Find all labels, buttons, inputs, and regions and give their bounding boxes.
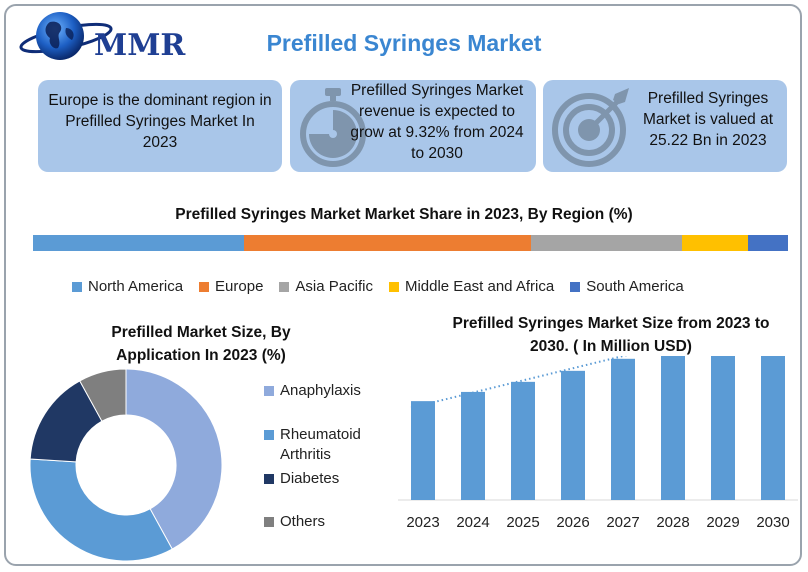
legend-label: North America <box>88 278 184 295</box>
legend-item: Asia Pacific <box>279 278 373 295</box>
donut-legend-item: Others <box>264 512 394 552</box>
legend-item: South America <box>570 278 684 295</box>
legend-label: Rheumatoid Arthritis <box>280 426 361 463</box>
legend-swatch <box>279 281 290 292</box>
region-legend: North America Europe Asia Pacific Middle Ea… <box>72 278 700 295</box>
info-card-text: Prefilled Syringes Market is valued at 2… <box>642 90 774 149</box>
application-donut-chart <box>29 368 223 562</box>
stopwatch-icon <box>300 88 366 167</box>
legend-label: Asia Pacific <box>295 278 373 295</box>
legend-item: North America <box>72 278 183 295</box>
legend-swatch <box>264 430 274 440</box>
bar-2026 <box>561 370 585 500</box>
info-card-growth: Prefilled Syringes Market revenue is exp… <box>290 80 536 172</box>
share-segment-north-america <box>33 235 245 251</box>
bar-chart-title: Prefilled Syringes Market Size from 2023… <box>452 315 770 355</box>
share-segment-europe <box>244 235 532 251</box>
x-tick-label: 2027 <box>606 514 639 531</box>
share-chart-title: Prefilled Syringes Market Market Share i… <box>175 206 633 223</box>
target-icon <box>552 88 629 167</box>
donut-slice-others <box>79 368 127 422</box>
bar-2028 <box>661 356 685 500</box>
legend-label: Middle East and Africa <box>404 278 555 295</box>
legend-label: Europe <box>215 278 264 295</box>
legend-label: South America <box>586 278 684 295</box>
x-tick-label: 2030 <box>756 514 789 531</box>
legend-swatch <box>264 517 274 527</box>
x-tick-label: 2028 <box>656 514 689 531</box>
x-tick-label: 2026 <box>556 514 589 531</box>
page-title: Prefilled Syringes Market <box>266 30 542 56</box>
legend-swatch <box>72 281 82 292</box>
bar-2024 <box>461 391 485 500</box>
bar-2023 <box>411 401 435 500</box>
legend-swatch <box>264 474 274 484</box>
donut-chart-title: Prefilled Market Size, By Application In… <box>111 324 291 364</box>
x-tick-label: 2024 <box>456 514 489 531</box>
donut-legend-item: Diabetes <box>264 469 394 509</box>
bar-2027 <box>611 358 635 500</box>
bar-2029 <box>711 356 735 500</box>
legend-swatch <box>388 281 399 292</box>
market-size-bar-chart: 2023 2024 2025 2026 2027 2028 2029 2030 <box>398 356 798 531</box>
donut-slice-rheumatoid-arthritis <box>29 458 173 562</box>
info-card-valuation: Prefilled Syringes Market is valued at 2… <box>543 80 787 172</box>
info-card-dominant-region: Europe is the dominant region in Prefill… <box>38 80 282 172</box>
donut-slice-anaphylaxis <box>125 368 223 550</box>
x-tick-label: 2025 <box>506 514 539 531</box>
legend-label: Others <box>280 513 326 530</box>
legend-swatch <box>199 281 210 292</box>
logo-text: MMR <box>94 28 186 63</box>
trendline <box>410 356 628 409</box>
mmr-logo <box>19 12 113 60</box>
legend-item: Middle East and Africa <box>388 278 555 295</box>
legend-swatch <box>570 281 581 292</box>
x-tick-label: 2029 <box>706 514 739 531</box>
region-share-bar <box>33 235 788 251</box>
legend-label: Diabetes <box>280 470 340 487</box>
legend-label: Anaphylaxis <box>280 382 361 399</box>
bar-2025 <box>511 381 535 500</box>
info-card-text: Europe is the dominant region in Prefill… <box>48 92 272 151</box>
donut-legend-item: Anaphylaxis <box>264 381 394 421</box>
share-segment-middle-east-and-africa <box>682 235 748 251</box>
legend-swatch <box>264 386 274 396</box>
share-segment-asia-pacific <box>531 235 683 251</box>
info-card-text: Prefilled Syringes Market revenue is exp… <box>350 82 524 162</box>
x-tick-label: 2023 <box>406 514 439 531</box>
legend-item: Europe <box>199 278 263 295</box>
donut-legend-item: Rheumatoid Arthritis <box>264 425 394 465</box>
bar-2030 <box>761 356 785 500</box>
share-segment-south-america <box>747 235 788 251</box>
